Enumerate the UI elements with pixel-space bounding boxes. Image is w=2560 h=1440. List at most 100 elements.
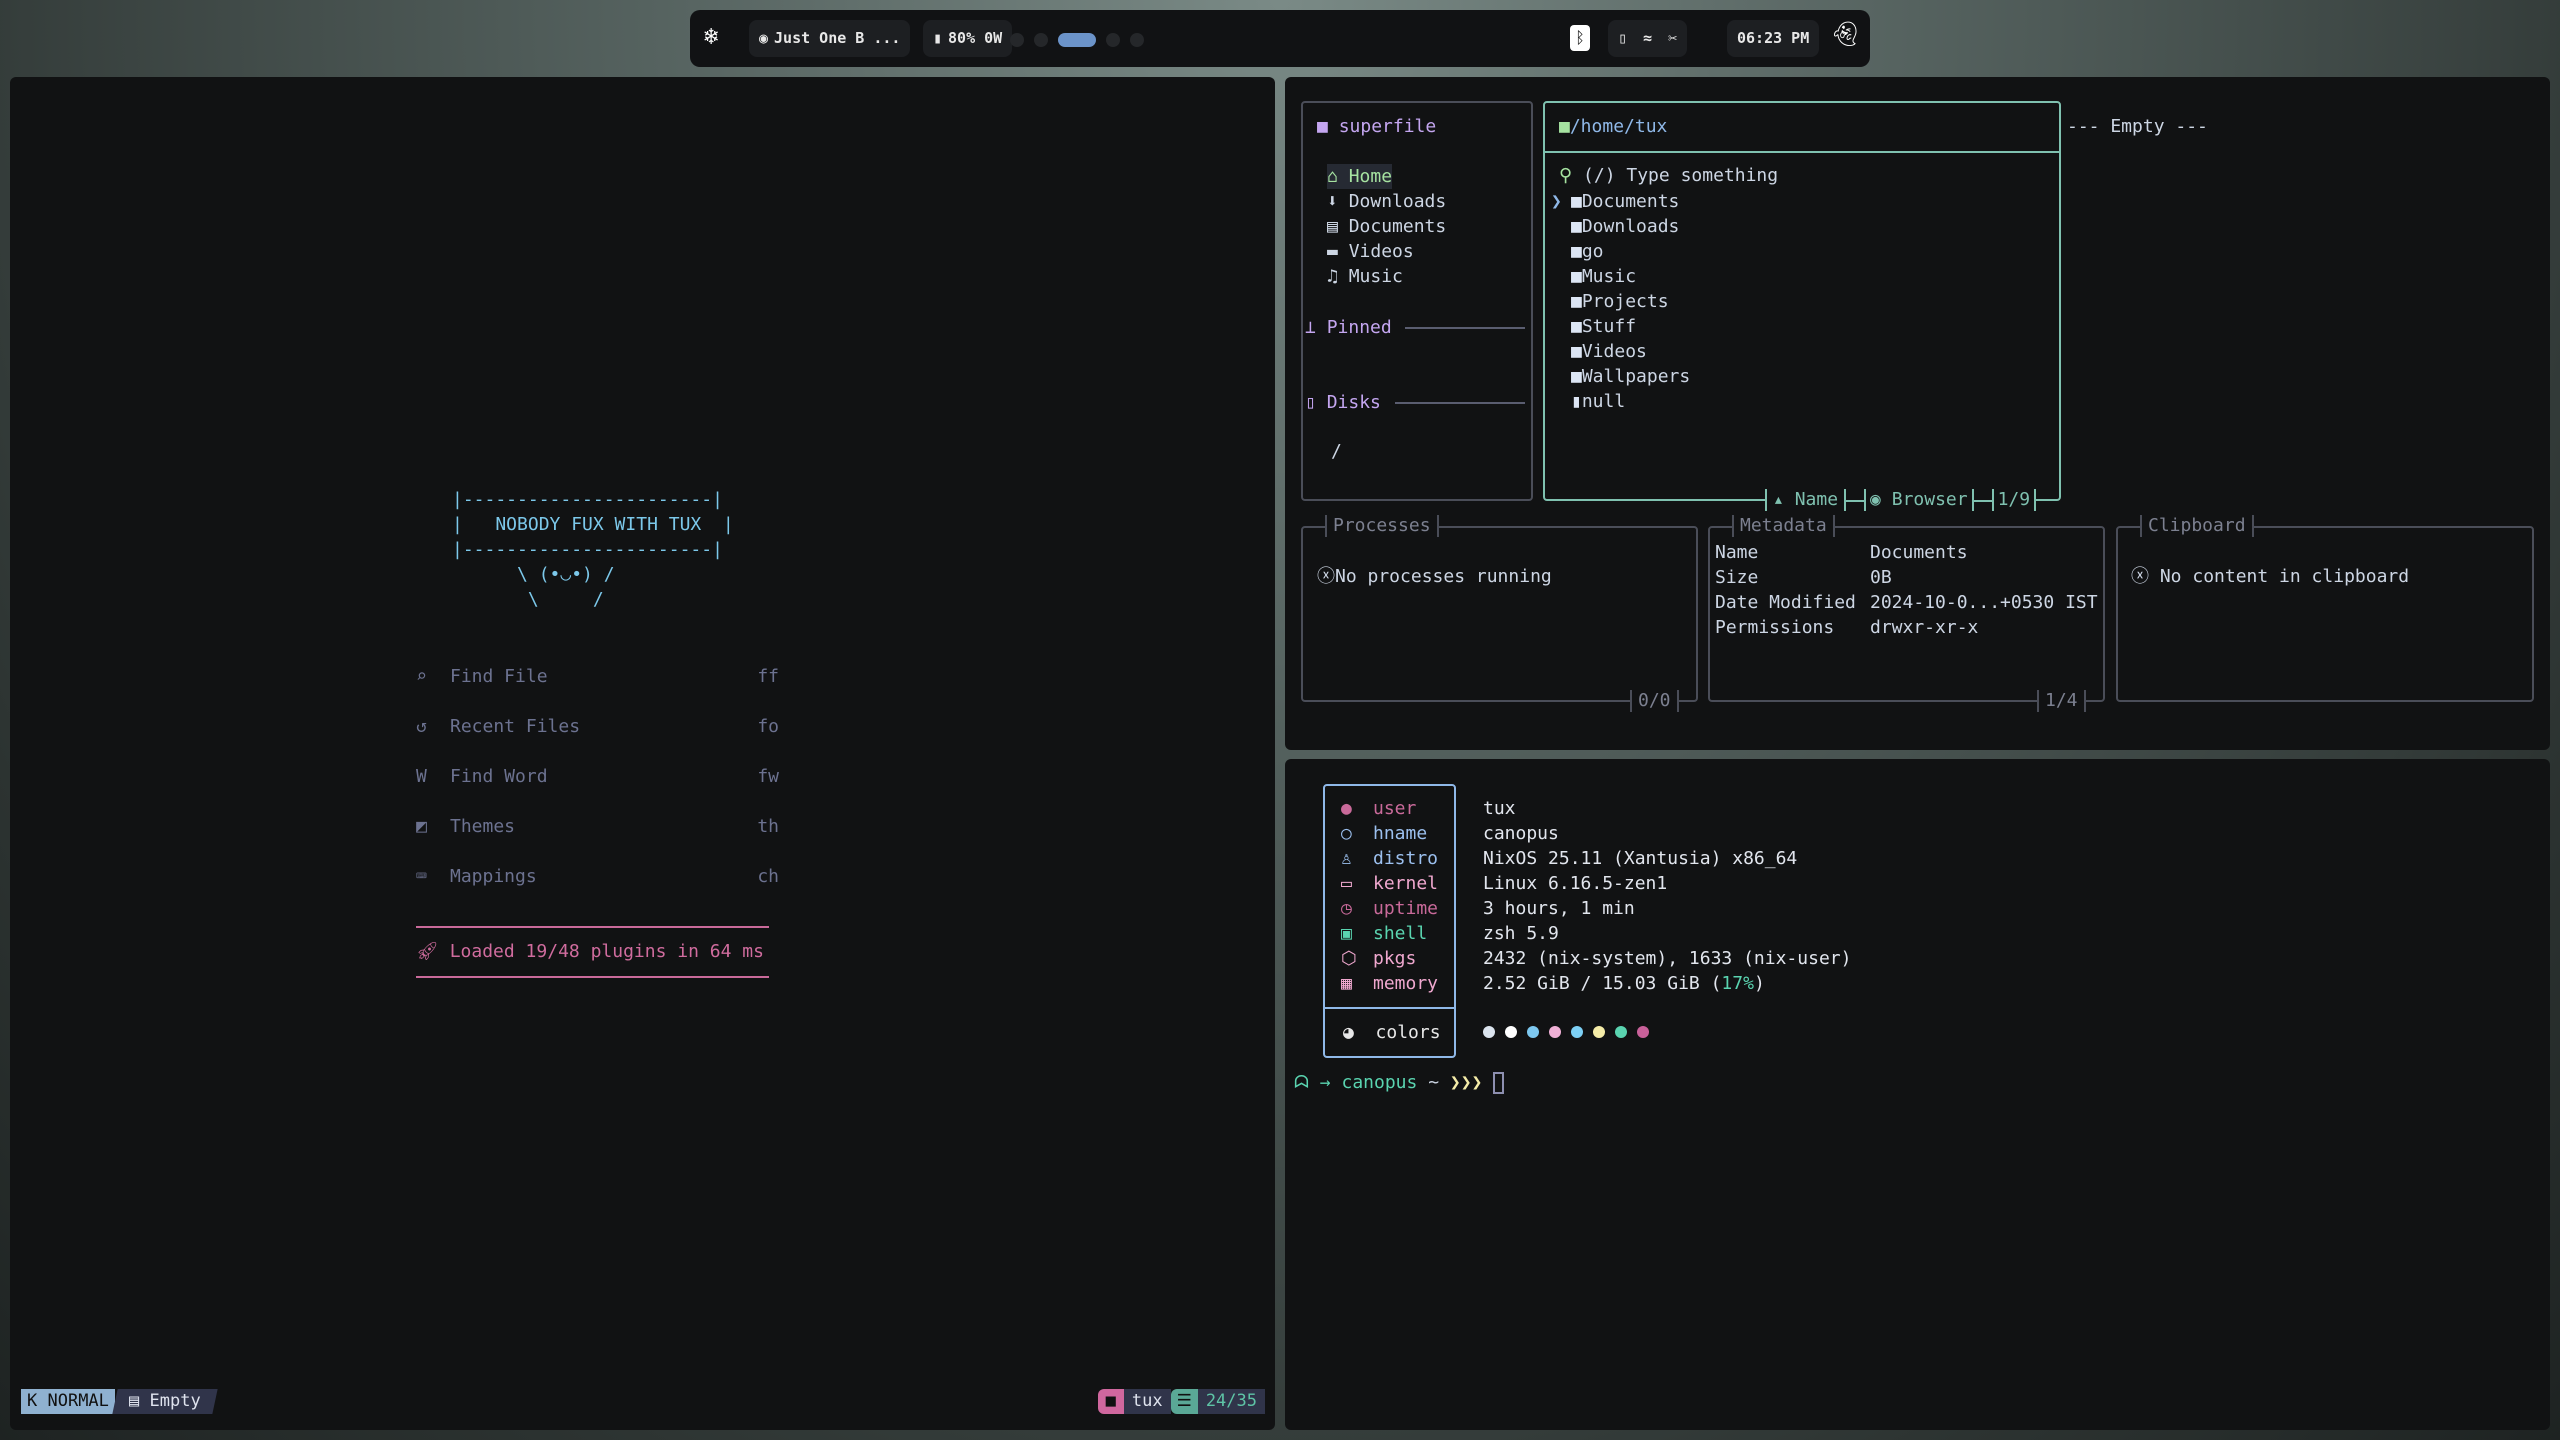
- fetch-key: hname: [1373, 823, 1428, 844]
- file-row[interactable]: ▮null: [1551, 389, 1625, 414]
- search-input[interactable]: ⚲ (/) Type something: [1559, 163, 1778, 188]
- folder-icon: ■: [1571, 191, 1582, 212]
- metadata-key: Date Modified: [1715, 592, 1856, 613]
- metadata-title: Metadata: [1732, 515, 1835, 537]
- file-row[interactable]: ■Music: [1551, 264, 1636, 289]
- item-label: Find Word: [450, 766, 548, 787]
- processes-empty-text: No processes running: [1335, 566, 1552, 587]
- clipboard-panel: [2116, 526, 2534, 702]
- metadata-count: 1/4: [2037, 690, 2086, 712]
- processes-title: Processes: [1325, 515, 1439, 537]
- document-icon: ▤: [1327, 216, 1349, 237]
- music-icon: ◉: [759, 29, 769, 47]
- banner-line: \ /: [452, 589, 604, 610]
- dashboard-item-mappings[interactable]: ⌨ Mappings ch: [416, 864, 779, 889]
- nix-logo-icon[interactable]: ❄: [704, 22, 719, 50]
- word-icon: W: [416, 766, 427, 787]
- ghost-icon[interactable]: 👻︎: [1830, 20, 1861, 48]
- palette-icon: ◕: [1343, 1022, 1354, 1043]
- dashboard-item-find-word[interactable]: W Find Word fw: [416, 764, 779, 789]
- battery-widget[interactable]: ▮ 80% 0W: [923, 20, 1013, 57]
- sidebar-item-documents[interactable]: ▤ Documents: [1327, 214, 1446, 239]
- fetch-value-text: 2.52 GiB / 15.03 GiB (: [1483, 973, 1722, 994]
- dashboard-item-recent-files[interactable]: ↺ Recent Files fo: [416, 714, 779, 739]
- workspace-5[interactable]: [1130, 33, 1144, 47]
- color-swatch: [1527, 1026, 1539, 1038]
- pinned-label: Pinned: [1326, 317, 1392, 338]
- fetch-value-tail: ): [1753, 973, 1765, 994]
- memory-icon: ▦: [1341, 973, 1352, 994]
- banner-line: \ (•◡•) /: [452, 564, 615, 585]
- shell-prompt[interactable]: ᗣ → canopus ~ ❯❯❯: [1294, 1070, 1505, 1095]
- fetch-value-text: 2432 (nix-system), 1633 (nix-user): [1483, 948, 1852, 969]
- sidebar-label: Music: [1348, 266, 1403, 287]
- fetch-value: canopus: [1483, 821, 1559, 846]
- buffer-indicator: ▤ Empty: [112, 1389, 218, 1414]
- lines-icon: ☰: [1170, 1389, 1198, 1414]
- file-row[interactable]: ■go: [1551, 239, 1604, 264]
- history-icon: ↺: [416, 716, 427, 737]
- file-row[interactable]: ■Projects: [1551, 289, 1669, 314]
- media-widget[interactable]: ◉ Just One B ...: [749, 20, 911, 57]
- metadata-value: 2024-10-0...+0530 IST: [1870, 592, 2098, 613]
- sort-indicator[interactable]: ▴ Name: [1765, 489, 1847, 511]
- phone-icon[interactable]: ▯: [1618, 29, 1628, 47]
- clock[interactable]: 06:23 PM: [1727, 20, 1820, 57]
- superfile-window[interactable]: ■ superfile ⌂ Home ⬇ Downloads ▤ Documents…: [1285, 77, 2550, 750]
- sidebar-item-videos[interactable]: ▬ Videos: [1327, 239, 1414, 264]
- package-icon: ⬡: [1341, 948, 1357, 969]
- clipboard-empty-text: No content in clipboard: [2159, 566, 2410, 587]
- processes-count: 0/0: [1630, 690, 1679, 712]
- processes-panel: [1301, 526, 1698, 702]
- find-file-icon: ⌕: [416, 666, 427, 687]
- fetch-value: NixOS 25.11 (Xantusia) x86_64: [1483, 846, 1797, 871]
- disk-item[interactable]: /: [1331, 441, 1342, 462]
- folder-icon: ■: [1571, 366, 1582, 387]
- chevron-right-icon: ❯: [1551, 191, 1562, 212]
- sidebar-label: Home: [1348, 166, 1393, 187]
- sort-label: Name: [1794, 489, 1839, 510]
- fetch-value: 2.52 GiB / 15.03 GiB (17%): [1483, 971, 1765, 996]
- file-row[interactable]: ■Videos: [1551, 339, 1647, 364]
- dashboard-item-themes[interactable]: ◩ Themes th: [416, 814, 779, 839]
- fetch-value: zsh 5.9: [1483, 921, 1559, 946]
- hostname-icon: ○: [1341, 823, 1352, 844]
- file-name: Projects: [1581, 291, 1669, 312]
- file-row[interactable]: ❯ ■Documents: [1551, 189, 1679, 214]
- fetch-key: memory: [1373, 973, 1439, 994]
- flame-icon[interactable]: ≈: [1643, 29, 1653, 47]
- path-bar: ■/home/tux: [1559, 114, 1667, 139]
- sidebar-item-downloads[interactable]: ⬇ Downloads: [1327, 189, 1446, 214]
- file-name: Videos: [1581, 341, 1647, 362]
- file-row[interactable]: ■Downloads: [1551, 214, 1679, 239]
- workspace-4[interactable]: [1106, 33, 1120, 47]
- workspace-3[interactable]: [1058, 33, 1096, 47]
- workspace-2[interactable]: [1034, 33, 1048, 47]
- folder-icon: ■: [1571, 266, 1582, 287]
- terminal-window[interactable]: ● user tux ○ hname canopus ♙ distro NixOS 25.11 …: [1285, 759, 2550, 1430]
- download-icon: ⬇: [1327, 191, 1349, 212]
- file-row[interactable]: ■Wallpapers: [1551, 364, 1690, 389]
- sidebar-item-music[interactable]: ♫ Music: [1327, 264, 1403, 289]
- dashboard-item-find-file[interactable]: ⌕ Find File ff: [416, 664, 779, 689]
- neovim-window[interactable]: |-----------------------| | NOBODY FUX WI…: [10, 77, 1275, 1430]
- file-panel-footer: ▴ Name ◉ Browser 1/9: [1765, 489, 2037, 511]
- mode-label: Browser: [1891, 489, 1968, 510]
- bluetooth-icon[interactable]: ᛒ: [1570, 25, 1590, 51]
- file-row[interactable]: ■Stuff: [1551, 314, 1636, 339]
- disks-section: ▯ Disks: [1305, 390, 1381, 415]
- color-swatch: [1571, 1026, 1583, 1038]
- item-shortcut: ff: [757, 666, 779, 687]
- fetch-key: uptime: [1373, 898, 1439, 919]
- scissors-icon[interactable]: ✂: [1668, 29, 1678, 47]
- tray: ▯ ≈ ✂: [1608, 20, 1688, 57]
- sidebar-item-home[interactable]: ⌂ Home: [1327, 164, 1393, 189]
- color-swatch: [1505, 1026, 1517, 1038]
- divider: [1325, 1007, 1454, 1009]
- workspace-1[interactable]: [1010, 33, 1024, 47]
- close-circle-icon: ⓧ: [1317, 566, 1335, 587]
- search-placeholder: (/) Type something: [1583, 165, 1779, 186]
- mode-indicator[interactable]: ◉ Browser: [1864, 489, 1974, 511]
- color-swatch: [1549, 1026, 1561, 1038]
- linux-icon: ♙: [1341, 848, 1352, 869]
